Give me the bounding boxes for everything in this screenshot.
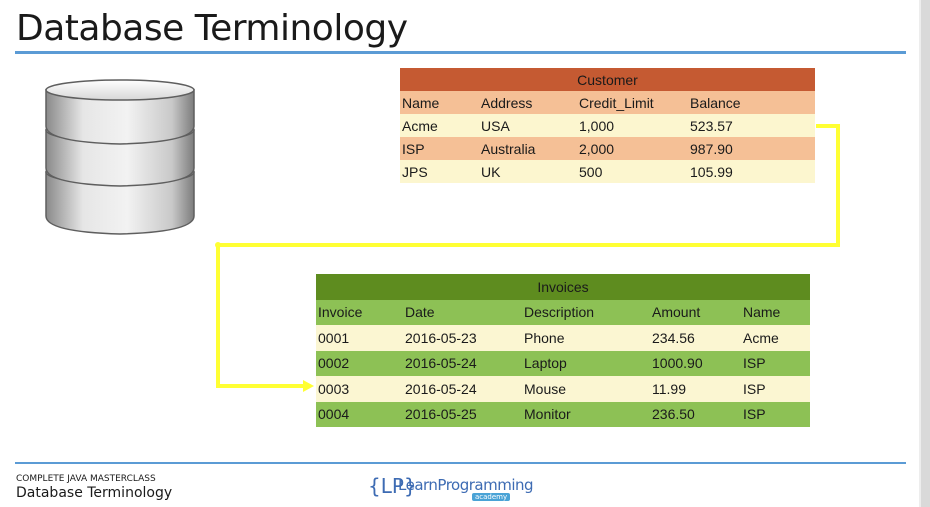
course-name: COMPLETE JAVA MASTERCLASS [16, 474, 156, 484]
customer-table: Customer Name Address Credit_Limit Balan… [400, 68, 815, 183]
table-row: 0004 2016-05-25 Monitor 236.50 ISP [316, 401, 810, 427]
table-cell: 2016-05-25 [403, 401, 522, 427]
table-caption: Customer [400, 68, 815, 91]
table-caption-row: Customer [400, 68, 815, 91]
table-cell: 523.57 [688, 114, 815, 137]
table-caption-row: Invoices [316, 274, 810, 300]
invoices-table: Invoices Invoice Date Description Amount… [316, 274, 810, 427]
table-cell: 236.50 [650, 401, 741, 427]
table-cell: 2016-05-24 [403, 350, 522, 376]
table-cell: Monitor [522, 401, 650, 427]
table-cell: 105.99 [688, 160, 815, 183]
window-edge [919, 0, 930, 507]
table-row: Acme USA 1,000 523.57 [400, 114, 815, 137]
column-header: Amount [650, 299, 741, 325]
window-edge-highlight [919, 0, 921, 507]
logo-mark: {LP} [368, 474, 417, 498]
column-header: Balance [688, 91, 815, 114]
table-cell: 1,000 [577, 114, 688, 137]
table-header-row: Name Address Credit_Limit Balance [400, 91, 815, 114]
table-cell: JPS [400, 160, 479, 183]
column-header: Name [741, 299, 810, 325]
footer-rule [15, 462, 906, 464]
table-cell: Australia [479, 137, 577, 160]
table-cell: 0003 [316, 376, 403, 402]
table-cell: 0004 [316, 401, 403, 427]
learnprogramming-logo: {LP} LearnProgramming academy [368, 472, 534, 504]
table-cell: 0002 [316, 350, 403, 376]
table-cell: 2016-05-24 [403, 376, 522, 402]
table-cell: Acme [400, 114, 479, 137]
table-cell: Mouse [522, 376, 650, 402]
table-row: JPS UK 500 105.99 [400, 160, 815, 183]
table-cell: USA [479, 114, 577, 137]
table-cell: 0001 [316, 325, 403, 351]
table-cell: Laptop [522, 350, 650, 376]
table-row: 0002 2016-05-24 Laptop 1000.90 ISP [316, 350, 810, 376]
table-row: ISP Australia 2,000 987.90 [400, 137, 815, 160]
footer-title: Database Terminology [16, 485, 173, 501]
column-header: Name [400, 91, 479, 114]
table-cell: 2016-05-23 [403, 325, 522, 351]
table-cell: 987.90 [688, 137, 815, 160]
column-header: Date [403, 299, 522, 325]
table-cell: 1000.90 [650, 350, 741, 376]
table-cell: Phone [522, 325, 650, 351]
table-cell: 2,000 [577, 137, 688, 160]
table-header-row: Invoice Date Description Amount Name [316, 299, 810, 325]
column-header: Address [479, 91, 577, 114]
title-rule [15, 51, 906, 54]
table-cell: UK [479, 160, 577, 183]
table-cell: 500 [577, 160, 688, 183]
logo-wordmark: LearnProgramming [398, 476, 534, 494]
logo-subtitle: academy [472, 493, 511, 501]
table-cell: 234.56 [650, 325, 741, 351]
database-icon [45, 79, 195, 235]
column-header: Credit_Limit [577, 91, 688, 114]
table-caption: Invoices [316, 274, 810, 300]
table-cell: Acme [741, 325, 810, 351]
column-header: Invoice [316, 299, 403, 325]
table-cell: ISP [741, 401, 810, 427]
table-row: 0003 2016-05-24 Mouse 11.99 ISP [316, 376, 810, 402]
table-row: 0001 2016-05-23 Phone 234.56 Acme [316, 325, 810, 351]
slide-title: Database Terminology [16, 8, 408, 49]
table-cell: 11.99 [650, 376, 741, 402]
column-header: Description [522, 299, 650, 325]
table-cell: ISP [741, 350, 810, 376]
table-cell: ISP [741, 376, 810, 402]
table-cell: ISP [400, 137, 479, 160]
